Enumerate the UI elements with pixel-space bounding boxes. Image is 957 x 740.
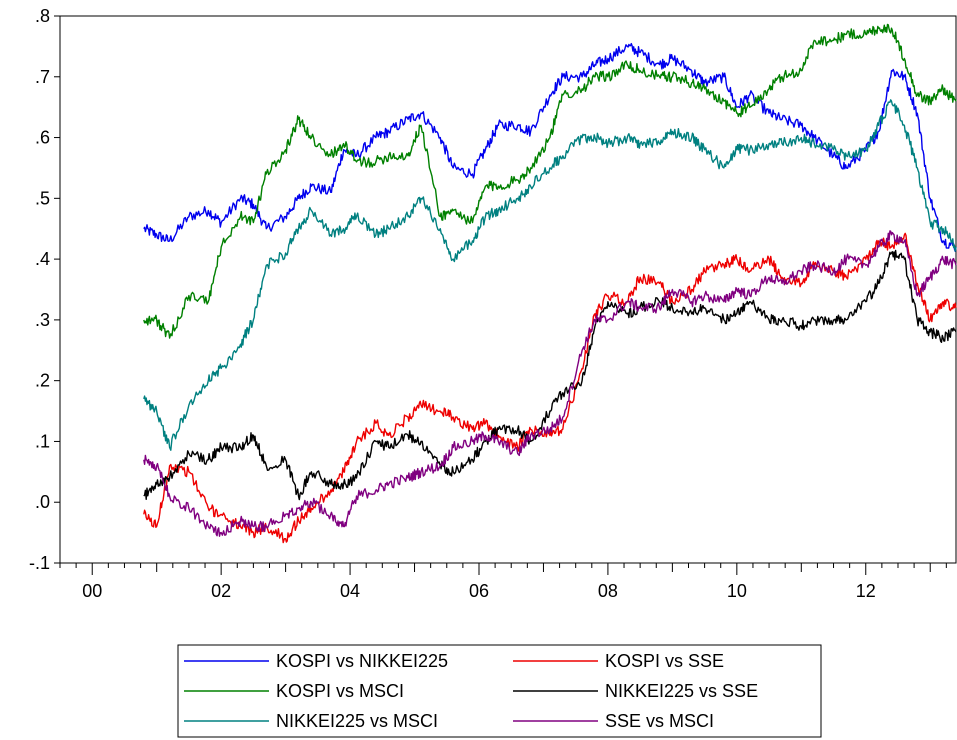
series-line-5 <box>143 99 957 451</box>
legend-label: KOSPI vs SSE <box>605 651 724 671</box>
x-tick-label: 12 <box>856 581 876 601</box>
x-tick-label: 10 <box>727 581 747 601</box>
series-line-2 <box>143 232 957 544</box>
y-tick-label: .7 <box>35 67 50 87</box>
series-line-1 <box>143 42 957 252</box>
legend-box <box>177 644 822 738</box>
x-tick-label: 04 <box>340 581 360 601</box>
legend-label: SSE vs MSCI <box>605 711 714 731</box>
x-tick-label: 06 <box>469 581 489 601</box>
y-tick-label: .0 <box>35 492 50 512</box>
y-axis: -.1 .0 .1 .2 .3 .4 .5 .6 .7 .8 <box>29 6 60 573</box>
y-tick-label: .6 <box>35 128 50 148</box>
legend: KOSPI vs NIKKEI225 KOSPI vs SSE KOSPI vs M… <box>177 644 822 738</box>
y-tick-label: .1 <box>35 431 50 451</box>
x-tick-label: 08 <box>598 581 618 601</box>
plot-area <box>59 15 957 564</box>
series-line-3 <box>143 23 957 339</box>
x-tick-label: 00 <box>82 581 102 601</box>
y-tick-label: .3 <box>35 310 50 330</box>
plot-frame <box>59 15 957 564</box>
y-tick-label: -.1 <box>29 553 50 573</box>
series-line-4 <box>143 249 957 501</box>
series-layer <box>143 23 957 544</box>
legend-label: NIKKEI225 vs MSCI <box>276 711 438 731</box>
y-tick-label: .5 <box>35 188 50 208</box>
legend-label: KOSPI vs MSCI <box>276 681 404 701</box>
y-tick-label: .8 <box>35 6 50 26</box>
x-tick-label: 02 <box>211 581 231 601</box>
legend-label: NIKKEI225 vs SSE <box>605 681 758 701</box>
series-line-6 <box>143 230 957 537</box>
x-axis: 00 02 04 06 08 10 12 <box>59 563 947 601</box>
legend-label: KOSPI vs NIKKEI225 <box>276 651 448 671</box>
y-tick-label: .4 <box>35 249 50 269</box>
y-tick-label: .2 <box>35 371 50 391</box>
